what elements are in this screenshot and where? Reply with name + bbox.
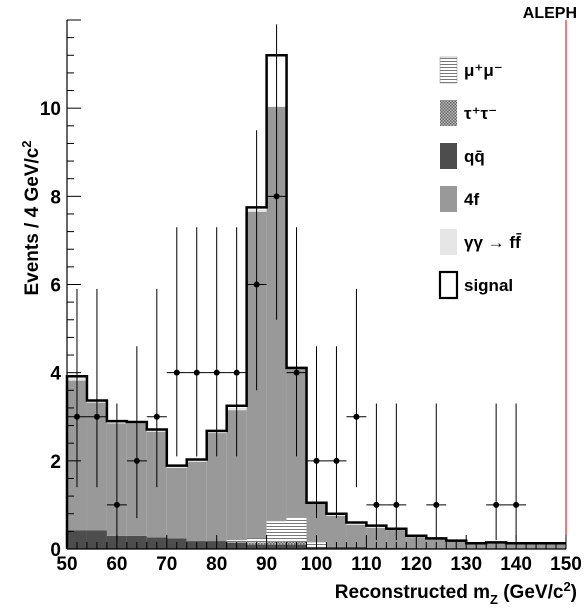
bar-four_f-74 bbox=[187, 462, 207, 541]
data-point bbox=[254, 282, 260, 288]
data-point bbox=[314, 458, 320, 464]
data-point bbox=[154, 414, 160, 420]
data-point bbox=[433, 502, 439, 508]
y-tick-label: 4 bbox=[50, 364, 61, 385]
data-point bbox=[134, 458, 140, 464]
bar-mumu-94 bbox=[287, 518, 307, 542]
data-point bbox=[194, 370, 200, 376]
data-point bbox=[274, 193, 280, 199]
data-point bbox=[74, 414, 80, 420]
bar-mumu-90 bbox=[267, 521, 287, 541]
legend-label-four_f: 4f bbox=[464, 190, 479, 209]
x-axis-title-unit-sup: 2 bbox=[563, 579, 570, 594]
data-point bbox=[373, 502, 379, 508]
x-tick-label: 100 bbox=[301, 554, 333, 575]
y-tick-label: 2 bbox=[50, 452, 61, 473]
data-point bbox=[393, 502, 399, 508]
data-point bbox=[513, 502, 519, 508]
legend-swatch-mumu bbox=[440, 57, 457, 83]
data-point bbox=[114, 502, 120, 508]
x-axis-title-unit-close: ) bbox=[571, 582, 577, 603]
x-axis-title-unit: (GeV/c bbox=[498, 582, 564, 603]
legend-label-mumu: μ⁺μ⁻ bbox=[464, 61, 503, 80]
legend-label-qq: qq̄ bbox=[464, 147, 485, 166]
x-tick-label: 60 bbox=[106, 554, 127, 575]
y-axis-title-main: Events / 4 GeV/c bbox=[22, 147, 43, 295]
data-point bbox=[493, 502, 499, 508]
y-axis-title: Events / 4 GeV/c2 bbox=[19, 140, 43, 295]
x-tick-label: 90 bbox=[256, 554, 277, 575]
legend-swatch-qq bbox=[440, 143, 457, 169]
x-tick-label: 110 bbox=[351, 554, 382, 575]
data-point bbox=[353, 414, 359, 420]
legend-swatch-gamgam bbox=[440, 229, 457, 255]
data-point bbox=[234, 370, 240, 376]
y-tick-label: 8 bbox=[50, 187, 61, 208]
legend-swatch-signal bbox=[440, 272, 457, 298]
x-tick-label: 70 bbox=[156, 554, 177, 575]
data-point bbox=[174, 370, 180, 376]
legend-label-gamgam: γγ → ff̄ bbox=[464, 233, 522, 252]
data-point bbox=[333, 458, 339, 464]
legend-label-tautau: τ⁺τ⁻ bbox=[464, 104, 497, 123]
legend: μ⁺μ⁻ τ⁺τ⁻ qq̄ 4f γγ → ff̄ signal bbox=[440, 57, 522, 298]
y-tick-label: 10 bbox=[40, 99, 61, 120]
x-axis-title-main: Reconstructed m bbox=[335, 582, 490, 603]
data-point bbox=[294, 370, 300, 376]
bar-mumu-86 bbox=[247, 538, 267, 542]
x-axis-title-sub: Z bbox=[490, 592, 498, 607]
bar-four_f-70 bbox=[167, 468, 187, 539]
y-axis-title-sup: 2 bbox=[19, 140, 34, 147]
x-tick-label: 80 bbox=[206, 554, 227, 575]
y-tick-label: 0 bbox=[50, 540, 61, 561]
x-tick-label: 150 bbox=[550, 554, 582, 575]
experiment-label: ALEPH bbox=[523, 5, 577, 22]
y-tick-label: 6 bbox=[50, 276, 61, 297]
data-point bbox=[214, 370, 220, 376]
x-tick-label: 130 bbox=[450, 554, 482, 575]
data-point bbox=[94, 414, 100, 420]
legend-swatch-four_f bbox=[440, 186, 457, 212]
legend-label-signal: signal bbox=[464, 276, 513, 295]
legend-swatch-tautau bbox=[440, 100, 457, 126]
x-tick-label: 140 bbox=[500, 554, 532, 575]
x-tick-label: 120 bbox=[400, 554, 432, 575]
x-axis-title: Reconstructed mZ (GeV/c2) bbox=[335, 579, 577, 607]
